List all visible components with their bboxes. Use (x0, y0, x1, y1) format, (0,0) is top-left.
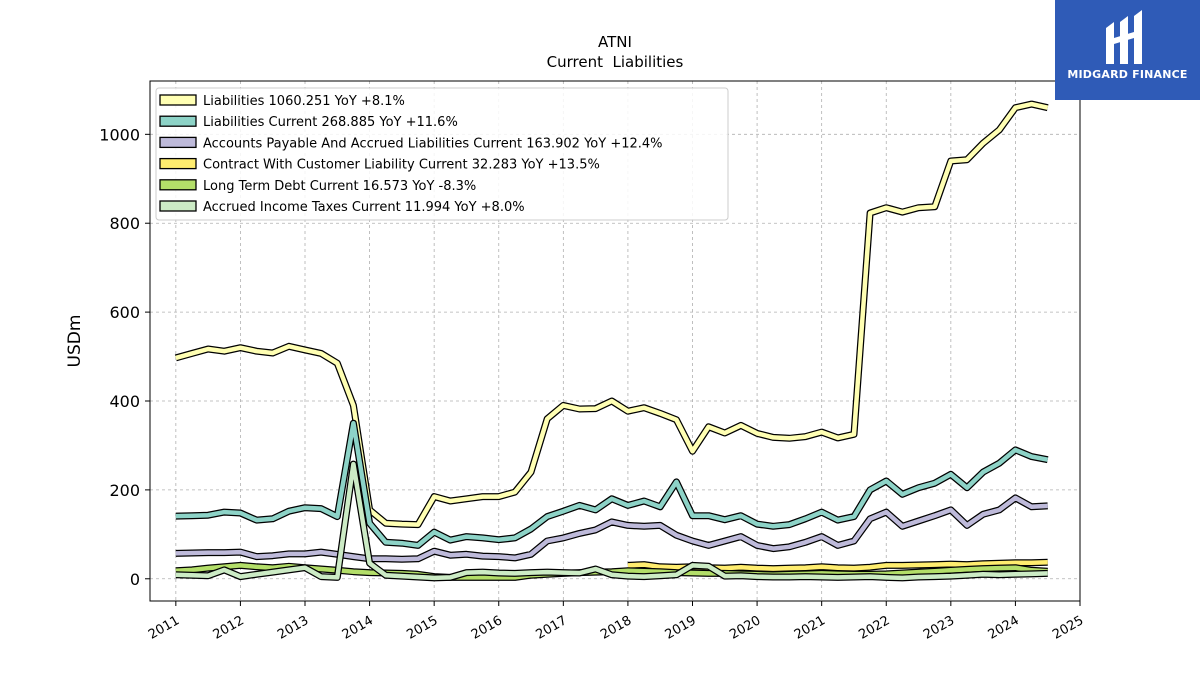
y-tick-label: 600 (109, 303, 140, 322)
series-line-core (175, 495, 1048, 562)
legend-label: Accounts Payable And Accrued Liabilities… (203, 136, 663, 151)
x-tick-label: 2023 (921, 613, 957, 643)
y-axis-label: USDm (65, 315, 85, 368)
y-tick-label: 1000 (99, 125, 140, 144)
legend-swatch (159, 136, 197, 149)
x-tick-label: 2025 (1050, 613, 1086, 643)
legend-label: Contract With Customer Liability Current… (203, 158, 600, 173)
x-tick-label: 2013 (275, 613, 311, 643)
x-tick-label: 2021 (792, 613, 828, 643)
y-tick-label: 0 (130, 570, 140, 589)
x-tick-label: 2015 (404, 613, 440, 643)
x-tick-label: 2011 (146, 613, 182, 643)
series-line-core (175, 461, 1048, 581)
series-line-outline (175, 419, 1049, 549)
series-line (175, 419, 1049, 549)
legend: Liabilities 1060.251 YoY +8.1% Liabilitie… (155, 87, 729, 221)
legend-swatch (159, 94, 197, 106)
x-tick-label: 2022 (856, 613, 892, 643)
legend-swatch (159, 200, 197, 212)
series-line-core (175, 101, 1049, 527)
legend-label: Liabilities Current 268.885 YoY +11.6% (203, 115, 458, 130)
brand-name: MIDGARD FINANCE (1067, 68, 1188, 81)
y-tick-label: 200 (109, 481, 140, 500)
x-tick-label: 2020 (727, 613, 763, 643)
x-tick-label: 2014 (340, 613, 376, 643)
x-tick-label: 2024 (986, 613, 1022, 643)
legend-label: Accrued Income Taxes Current 11.994 YoY … (203, 200, 525, 215)
series-line (175, 494, 1048, 563)
legend-swatch (159, 115, 197, 127)
legend-label: Long Term Debt Current 16.573 YoY -8.3% (203, 179, 476, 194)
y-tick-label: 400 (109, 392, 140, 411)
chart-subtitle: Current Liabilities (547, 53, 684, 71)
chart-title: ATNI (598, 33, 632, 51)
x-tick-label: 2019 (663, 613, 699, 643)
legend-swatch (159, 179, 197, 191)
legend-label: Liabilities 1060.251 YoY +8.1% (203, 94, 405, 109)
series-line-core (175, 420, 1049, 548)
legend-swatch (159, 157, 197, 170)
series-line (175, 460, 1048, 582)
x-tick-label: 2018 (598, 613, 634, 643)
x-tick-label: 2017 (534, 613, 570, 643)
plot-area (174, 100, 1049, 582)
legend-box (155, 87, 729, 221)
x-tick-label: 2016 (469, 613, 505, 643)
x-tick-label: 2012 (211, 613, 247, 643)
series-line (174, 100, 1049, 529)
midgard-logo-icon (1106, 10, 1142, 64)
y-tick-label: 800 (109, 214, 140, 233)
brand-logo: MIDGARD FINANCE (1055, 0, 1200, 100)
plot-frame (149, 80, 1081, 602)
